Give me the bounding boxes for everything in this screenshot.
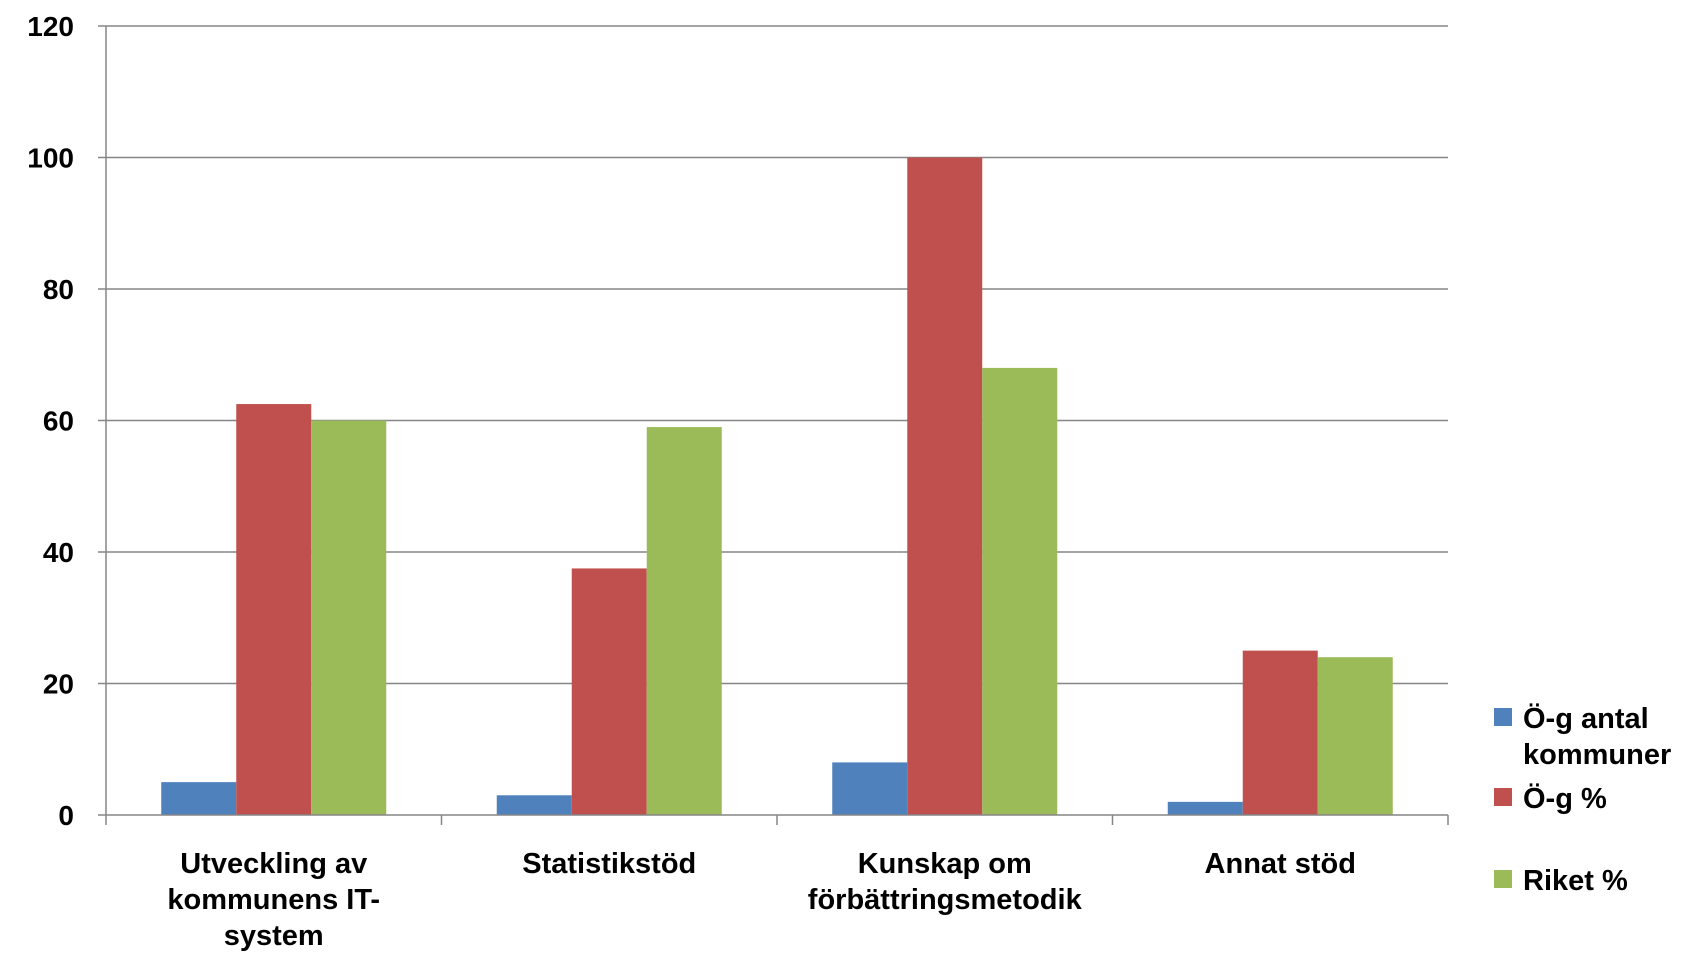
legend-label: Riket % xyxy=(1523,865,1628,897)
legend-label-line: Ö-g antal xyxy=(1523,702,1649,735)
bar xyxy=(161,782,237,815)
legend-swatch xyxy=(1494,870,1512,888)
category-label: Utveckling av kommunens IT-system xyxy=(167,848,380,952)
axes xyxy=(98,25,1449,825)
bar xyxy=(1167,801,1243,815)
legend: Ö-g antal kommuner Ö-g % Riket % xyxy=(1494,702,1671,897)
y-tick-label: 0 xyxy=(58,800,74,831)
bar xyxy=(1317,657,1393,815)
category-label-line: förbättringsmetodik xyxy=(808,884,1083,916)
y-tick-label: 100 xyxy=(27,143,74,174)
category-label-line: Statistikstöd xyxy=(522,848,696,880)
bar xyxy=(646,427,722,815)
legend-label-line: Riket % xyxy=(1523,865,1628,897)
bar xyxy=(571,568,647,815)
legend-label-line: Ö-g % xyxy=(1523,782,1607,815)
bars xyxy=(161,157,1393,815)
legend-swatch xyxy=(1494,788,1512,806)
category-label: Annat stöd xyxy=(1205,848,1356,880)
category-label: Kunskap om förbättringsmetodik xyxy=(808,848,1083,916)
bar xyxy=(832,762,908,815)
legend-label: Ö-g % xyxy=(1523,782,1607,815)
legend-label-line: kommuner xyxy=(1523,739,1671,771)
y-tick-label: 20 xyxy=(43,669,74,700)
category-label-line: kommunens IT- xyxy=(167,884,380,916)
category-label-line: Annat stöd xyxy=(1205,848,1356,880)
bar xyxy=(236,404,312,815)
bar xyxy=(907,157,983,815)
category-labels: Utveckling av kommunens IT-system Statisti… xyxy=(167,848,1356,952)
bar xyxy=(311,420,387,815)
y-tick-label: 60 xyxy=(43,406,74,437)
legend-swatch xyxy=(1494,708,1512,726)
category-label-line: system xyxy=(224,920,324,952)
y-tick-label: 80 xyxy=(43,274,74,305)
category-label-line: Kunskap om xyxy=(858,848,1032,880)
bar xyxy=(982,367,1058,815)
y-tick-label: 120 xyxy=(27,11,74,42)
bar xyxy=(1242,650,1318,815)
bar xyxy=(496,795,572,815)
y-tick-label: 40 xyxy=(43,537,74,568)
category-label-line: Utveckling av xyxy=(180,848,367,880)
y-tick-labels: 0 20 40 60 80 100 120 xyxy=(27,11,74,831)
legend-label: Ö-g antal kommuner xyxy=(1523,702,1671,771)
category-label: Statistikstöd xyxy=(522,848,696,880)
